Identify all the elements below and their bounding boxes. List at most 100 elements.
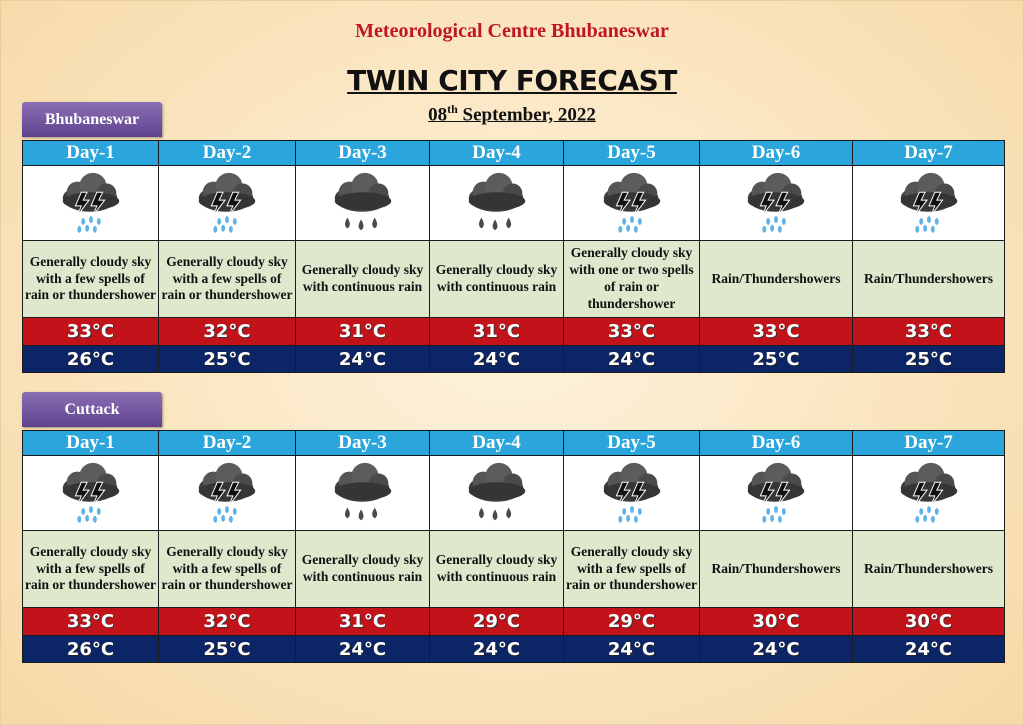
forecast-table-bhubaneswar: Day-1 Day-2 Day-3 Day-4 Day-5 Day-6 Day-7 Gene… xyxy=(22,140,1005,373)
weather-icon-cell xyxy=(699,455,853,531)
day-label: Day-1 xyxy=(22,430,159,456)
min-temperature: 24°C xyxy=(563,345,700,373)
rain-cloud-icon xyxy=(334,462,391,521)
day-header-row: Day-1 Day-2 Day-3 Day-4 Day-5 Day-6 Day-7 xyxy=(22,140,1005,166)
min-temperature: 25°C xyxy=(852,345,1005,373)
forecast-description: Generally cloudy sky with continuous rai… xyxy=(295,530,430,608)
max-temperature: 32°C xyxy=(158,317,296,346)
min-temperature: 25°C xyxy=(158,635,296,663)
thunderstorm-rain-icon xyxy=(603,462,660,523)
thunderstorm-rain-icon xyxy=(900,462,957,523)
forecast-description: Rain/Thundershowers xyxy=(852,240,1005,318)
max-temperature: 33°C xyxy=(22,607,159,636)
max-temperature: 30°C xyxy=(852,607,1005,636)
min-temperature: 24°C xyxy=(295,345,430,373)
day-label: Day-5 xyxy=(563,140,700,166)
min-temp-row: 26°C 25°C 24°C 24°C 24°C 25°C 25°C xyxy=(22,345,1005,373)
forecast-table-cuttack: Day-1 Day-2 Day-3 Day-4 Day-5 Day-6 Day-7 Gene… xyxy=(22,430,1005,663)
weather-icon-cell xyxy=(429,165,564,241)
weather-icon-cell xyxy=(295,165,430,241)
day-label: Day-6 xyxy=(699,140,853,166)
thunderstorm-rain-icon xyxy=(198,172,256,233)
forecast-description: Generally cloudy sky with a few spells o… xyxy=(22,240,159,318)
day-label: Day-7 xyxy=(852,140,1005,166)
weather-icon-cell xyxy=(429,455,564,531)
max-temperature: 33°C xyxy=(699,317,853,346)
min-temperature: 25°C xyxy=(158,345,296,373)
page-title: TWIN CITY FORECAST xyxy=(347,64,677,97)
thunderstorm-rain-icon xyxy=(603,172,660,233)
organization-name: Meteorological Centre Bhubaneswar xyxy=(355,20,669,42)
min-temperature: 26°C xyxy=(22,345,159,373)
forecast-description: Generally cloudy sky with continuous rai… xyxy=(429,240,564,318)
weather-icon-cell xyxy=(699,165,853,241)
weather-icon-cell xyxy=(22,455,159,531)
min-temperature: 24°C xyxy=(852,635,1005,663)
day-label: Day-3 xyxy=(295,140,430,166)
date-month-year: September, 2022 xyxy=(457,104,596,126)
min-temp-row: 26°C 25°C 24°C 24°C 24°C 24°C 24°C xyxy=(22,635,1005,663)
max-temperature: 33°C xyxy=(22,317,159,346)
description-row: Generally cloudy sky with a few spells o… xyxy=(22,240,1005,318)
thunderstorm-rain-icon xyxy=(747,172,805,233)
max-temperature: 32°C xyxy=(158,607,296,636)
weather-icon-row xyxy=(22,455,1005,531)
weather-icon-cell xyxy=(158,455,296,531)
rain-cloud-icon xyxy=(468,462,525,521)
weather-icon-row xyxy=(22,165,1005,241)
min-temperature: 24°C xyxy=(429,345,564,373)
max-temperature: 33°C xyxy=(563,317,700,346)
day-label: Day-3 xyxy=(295,430,430,456)
weather-icon-cell xyxy=(158,165,296,241)
forecast-description: Rain/Thundershowers xyxy=(852,530,1005,608)
weather-icon-cell xyxy=(295,455,430,531)
thunderstorm-rain-icon xyxy=(900,172,957,233)
max-temperature: 29°C xyxy=(429,607,564,636)
forecast-description: Generally cloudy sky with one or two spe… xyxy=(563,240,700,318)
forecast-description: Generally cloudy sky with a few spells o… xyxy=(158,530,296,608)
min-temperature: 26°C xyxy=(22,635,159,663)
forecast-date: 08th September, 2022 xyxy=(0,102,1024,126)
day-label: Day-2 xyxy=(158,430,296,456)
rain-cloud-icon xyxy=(334,172,391,231)
thunderstorm-rain-icon xyxy=(62,462,119,523)
thunderstorm-rain-icon xyxy=(198,462,256,523)
day-label: Day-1 xyxy=(22,140,159,166)
min-temperature: 24°C xyxy=(295,635,430,663)
forecast-description: Generally cloudy sky with a few spells o… xyxy=(563,530,700,608)
max-temperature: 31°C xyxy=(429,317,564,346)
min-temperature: 24°C xyxy=(563,635,700,663)
forecast-description: Generally cloudy sky with a few spells o… xyxy=(158,240,296,318)
description-row: Generally cloudy sky with a few spells o… xyxy=(22,530,1005,608)
max-temperature: 29°C xyxy=(563,607,700,636)
city-tab-cuttack: Cuttack xyxy=(22,392,162,427)
min-temperature: 24°C xyxy=(699,635,853,663)
weather-icon-cell xyxy=(852,455,1005,531)
forecast-description: Generally cloudy sky with a few spells o… xyxy=(22,530,159,608)
weather-icon-cell xyxy=(852,165,1005,241)
day-label: Day-4 xyxy=(429,430,564,456)
max-temp-row: 33°C 32°C 31°C 31°C 33°C 33°C 33°C xyxy=(22,317,1005,346)
forecast-description: Rain/Thundershowers xyxy=(699,240,853,318)
date-day: 08 xyxy=(428,104,448,126)
day-header-row: Day-1 Day-2 Day-3 Day-4 Day-5 Day-6 Day-7 xyxy=(22,430,1005,456)
day-label: Day-6 xyxy=(699,430,853,456)
min-temperature: 24°C xyxy=(429,635,564,663)
forecast-description: Rain/Thundershowers xyxy=(699,530,853,608)
thunderstorm-rain-icon xyxy=(747,462,805,523)
forecast-description: Generally cloudy sky with continuous rai… xyxy=(295,240,430,318)
weather-icon-cell xyxy=(563,165,700,241)
min-temperature: 25°C xyxy=(699,345,853,373)
forecast-description: Generally cloudy sky with continuous rai… xyxy=(429,530,564,608)
thunderstorm-rain-icon xyxy=(62,172,119,233)
weather-icon-cell xyxy=(22,165,159,241)
rain-cloud-icon xyxy=(468,172,525,231)
max-temperature: 31°C xyxy=(295,607,430,636)
max-temperature: 31°C xyxy=(295,317,430,346)
max-temperature: 33°C xyxy=(852,317,1005,346)
weather-icon-cell xyxy=(563,455,700,531)
day-label: Day-2 xyxy=(158,140,296,166)
date-suffix: th xyxy=(447,102,458,116)
max-temp-row: 33°C 32°C 31°C 29°C 29°C 30°C 30°C xyxy=(22,607,1005,636)
day-label: Day-5 xyxy=(563,430,700,456)
